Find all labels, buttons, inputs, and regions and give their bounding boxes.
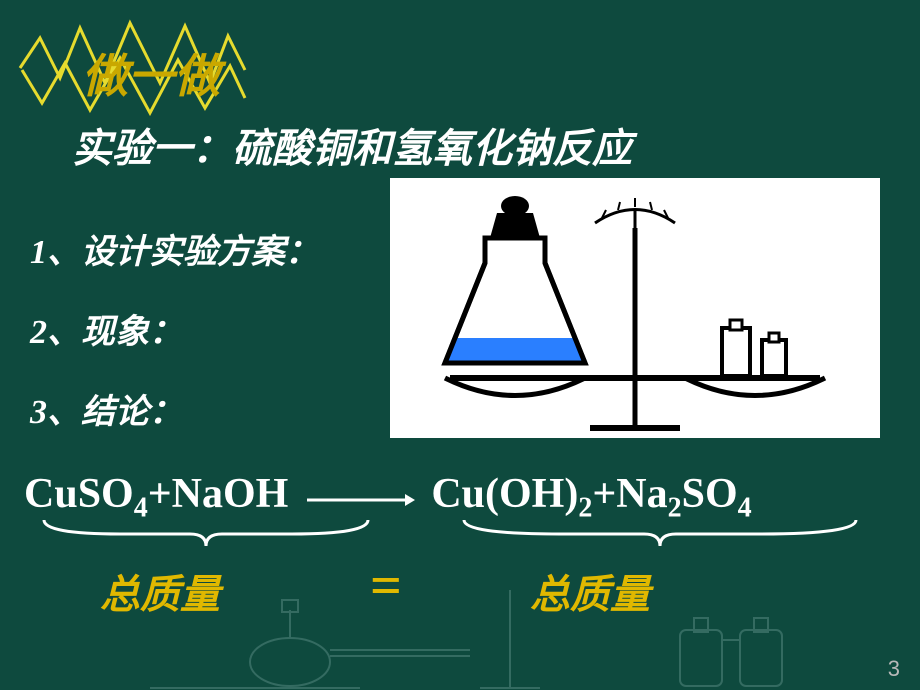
step-1-label: 设计实验方案： <box>81 234 319 271</box>
plus-1: + <box>148 471 172 517</box>
product-2: Na2SO4 <box>616 471 751 517</box>
equals-sign: = <box>370 554 402 618</box>
plus-2: + <box>592 471 616 517</box>
page-number: 3 <box>888 656 900 682</box>
reactant-1: CuSO4 <box>24 471 148 517</box>
reactant-2: NaOH <box>172 471 289 517</box>
step-3-label: 结论： <box>81 394 183 431</box>
step-1-num: 1 <box>30 234 47 271</box>
step-2: 2、现象： <box>30 304 183 353</box>
reaction-arrow <box>305 473 415 521</box>
brace-right <box>460 516 860 552</box>
product-1: Cu(OH)2 <box>431 471 592 517</box>
step-3-num: 3 <box>30 394 47 431</box>
balance-diagram <box>390 178 880 438</box>
brace-left <box>40 516 372 552</box>
step-2-label: 现象： <box>81 314 183 351</box>
step-1: 1、设计实验方案： <box>30 224 319 273</box>
step-3: 3、结论： <box>30 384 183 433</box>
starburst-badge: 做一做 <box>10 8 250 128</box>
step-2-num: 2 <box>30 314 47 351</box>
total-mass-left: 总质量 <box>100 562 220 620</box>
total-mass-right: 总质量 <box>530 562 650 620</box>
starburst-label: 做一做 <box>82 40 220 106</box>
experiment-title: 实验一：硫酸铜和氢氧化钠反应 <box>72 116 632 174</box>
